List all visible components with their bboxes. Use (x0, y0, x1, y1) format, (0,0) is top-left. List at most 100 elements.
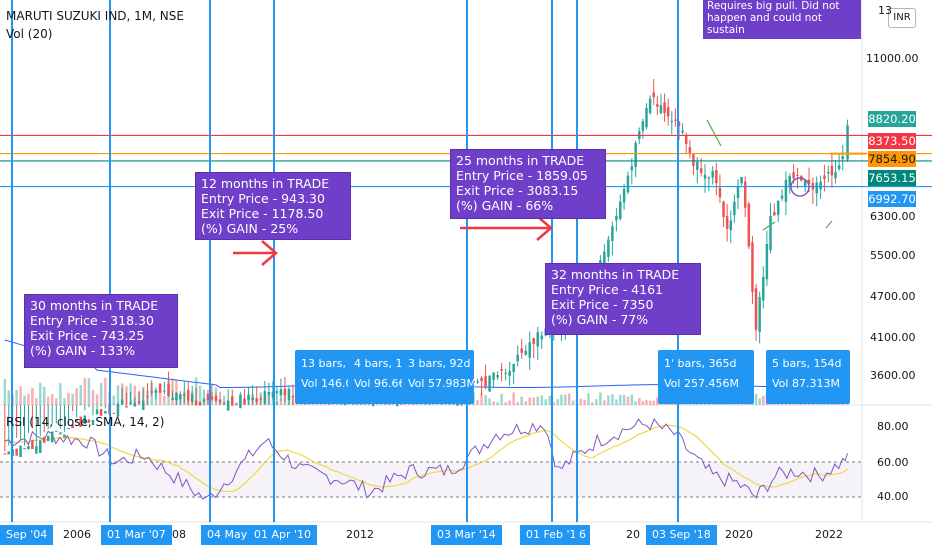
volume-bar (46, 396, 50, 405)
candle-body (645, 107, 648, 128)
range-box-bars: 1ˈ bars, 365d (664, 357, 737, 370)
date-tag[interactable]: 03 Sep '18 (646, 525, 717, 545)
candle-body (190, 393, 194, 402)
candle-body (83, 415, 87, 424)
candle-body (780, 195, 784, 199)
candle-body (819, 181, 822, 190)
candle-body (243, 398, 246, 405)
trade-box-3[interactable]: 25 months in TRADE Entry Price - 1859.05… (450, 149, 606, 219)
range-box[interactable]: 1ˈ bars, 365d Vol 257.456M (658, 350, 754, 404)
volume-bar (548, 395, 552, 405)
date-tag[interactable]: 6 (575, 525, 590, 545)
volume-bar (754, 393, 758, 405)
time-axis-label: 2022 (815, 528, 843, 541)
date-tag[interactable]: 01 Feb '16 (520, 525, 590, 545)
candle-body (758, 297, 761, 333)
range-box[interactable]: 4 bars, 12 Vol 96.66 (348, 350, 406, 404)
volume-bar (50, 394, 54, 405)
candle-body (656, 104, 659, 107)
candle-body (142, 400, 145, 410)
date-tag[interactable]: 03 Mar '14 (431, 525, 502, 545)
candle-body (807, 179, 811, 184)
candle-body (516, 354, 519, 362)
volume-legend[interactable]: Vol (20) (6, 27, 53, 41)
date-tag[interactable]: 01 Mar '07 (101, 525, 172, 545)
candle-body (696, 161, 699, 170)
trade-box-1[interactable]: 30 months in TRADE Entry Price - 318.30 … (24, 294, 178, 368)
price-axis-label: 11000.00 (866, 52, 919, 65)
trade-box-4[interactable]: 32 months in TRADE Entry Price - 4161 Ex… (545, 263, 701, 335)
candle-body (827, 171, 830, 174)
candle-body (27, 445, 30, 450)
currency-badge[interactable]: INR (888, 8, 916, 28)
candle-body (707, 177, 711, 179)
candle-body (214, 395, 218, 401)
rsi-axis-label: 60.00 (877, 456, 909, 469)
candle-body (120, 399, 124, 405)
rsi-legend[interactable]: RSI (14, close, SMA, 14, 2) (6, 415, 165, 429)
candle-body (251, 397, 254, 401)
volume-bar (59, 382, 62, 405)
range-box[interactable]: 13 bars, 3 Vol 146.0 (295, 350, 353, 404)
candle-body (484, 376, 487, 387)
candle-body (488, 375, 491, 392)
candle-body (492, 372, 495, 380)
candle-body (715, 169, 718, 184)
candle-body (226, 400, 230, 411)
note-box[interactable]: Requires big pull. Did not happen and co… (703, 0, 861, 39)
range-box[interactable]: 5 bars, 154d Vol 87.313M (766, 350, 850, 404)
volume-bar (492, 401, 495, 405)
range-box[interactable]: 3 bars, 92d Vol 57.983M (402, 350, 474, 404)
candle-body (167, 384, 170, 396)
candle-body (536, 332, 539, 347)
candle-body (46, 435, 50, 442)
candle-body (622, 188, 626, 203)
volume-bar (99, 383, 103, 405)
volume-bar (35, 398, 38, 405)
candle-body (830, 165, 834, 176)
volume-bar (133, 385, 137, 405)
date-tag[interactable]: Sep '04 (0, 525, 54, 545)
date-tag[interactable]: 04 May ' (201, 525, 260, 545)
date-tag[interactable]: 01 Apr '10 (248, 525, 318, 545)
candle-body (480, 377, 483, 382)
range-box-vol: Vol 57.983M (408, 377, 474, 390)
candle-body (784, 179, 788, 202)
price-tag-level: 8373.50 (868, 133, 916, 149)
range-box-bars: 4 bars, 12 (354, 357, 406, 370)
volume-bar (91, 389, 95, 405)
candle-body (75, 419, 78, 422)
volume-bar (504, 402, 507, 405)
trade-box-line: Entry Price - 318.30 (30, 313, 154, 328)
volume-bar (579, 398, 583, 405)
volume-bar (488, 398, 491, 405)
green-trend-line (706, 119, 722, 147)
trade-box-2[interactable]: 12 months in TRADE Entry Price - 943.30 … (195, 172, 351, 240)
volume-bar (645, 399, 648, 405)
candle-body (619, 201, 622, 219)
volume-bar (512, 392, 515, 405)
price-axis-label: 4700.00 (870, 290, 916, 303)
trade-box-line: (%) GAIN - 25% (201, 221, 299, 236)
volume-bar (591, 402, 594, 405)
candle-body (663, 102, 666, 114)
range-box-vol: Vol 87.313M (772, 377, 840, 390)
price-tag-level: 6992.70 (868, 191, 916, 207)
candle-body (666, 107, 670, 117)
trade-box-line: Entry Price - 943.30 (201, 191, 325, 206)
red-arrow-head (536, 215, 553, 241)
volume-bar (484, 395, 487, 405)
candle-body (659, 105, 663, 114)
candle-body (599, 260, 602, 266)
trade-box-line: Exit Price - 743.25 (30, 328, 145, 343)
volume-bar (552, 402, 556, 405)
candle-body (99, 408, 103, 416)
trade-box-line: 12 months in TRADE (201, 176, 330, 191)
symbol-title[interactable]: MARUTI SUZUKI IND, 1M, NSE (6, 9, 184, 23)
range-box-bars: 5 bars, 154d (772, 357, 842, 370)
volume-bar (758, 398, 761, 405)
candle-body (154, 389, 158, 393)
candle-body (733, 201, 736, 216)
candle-body (674, 119, 677, 121)
